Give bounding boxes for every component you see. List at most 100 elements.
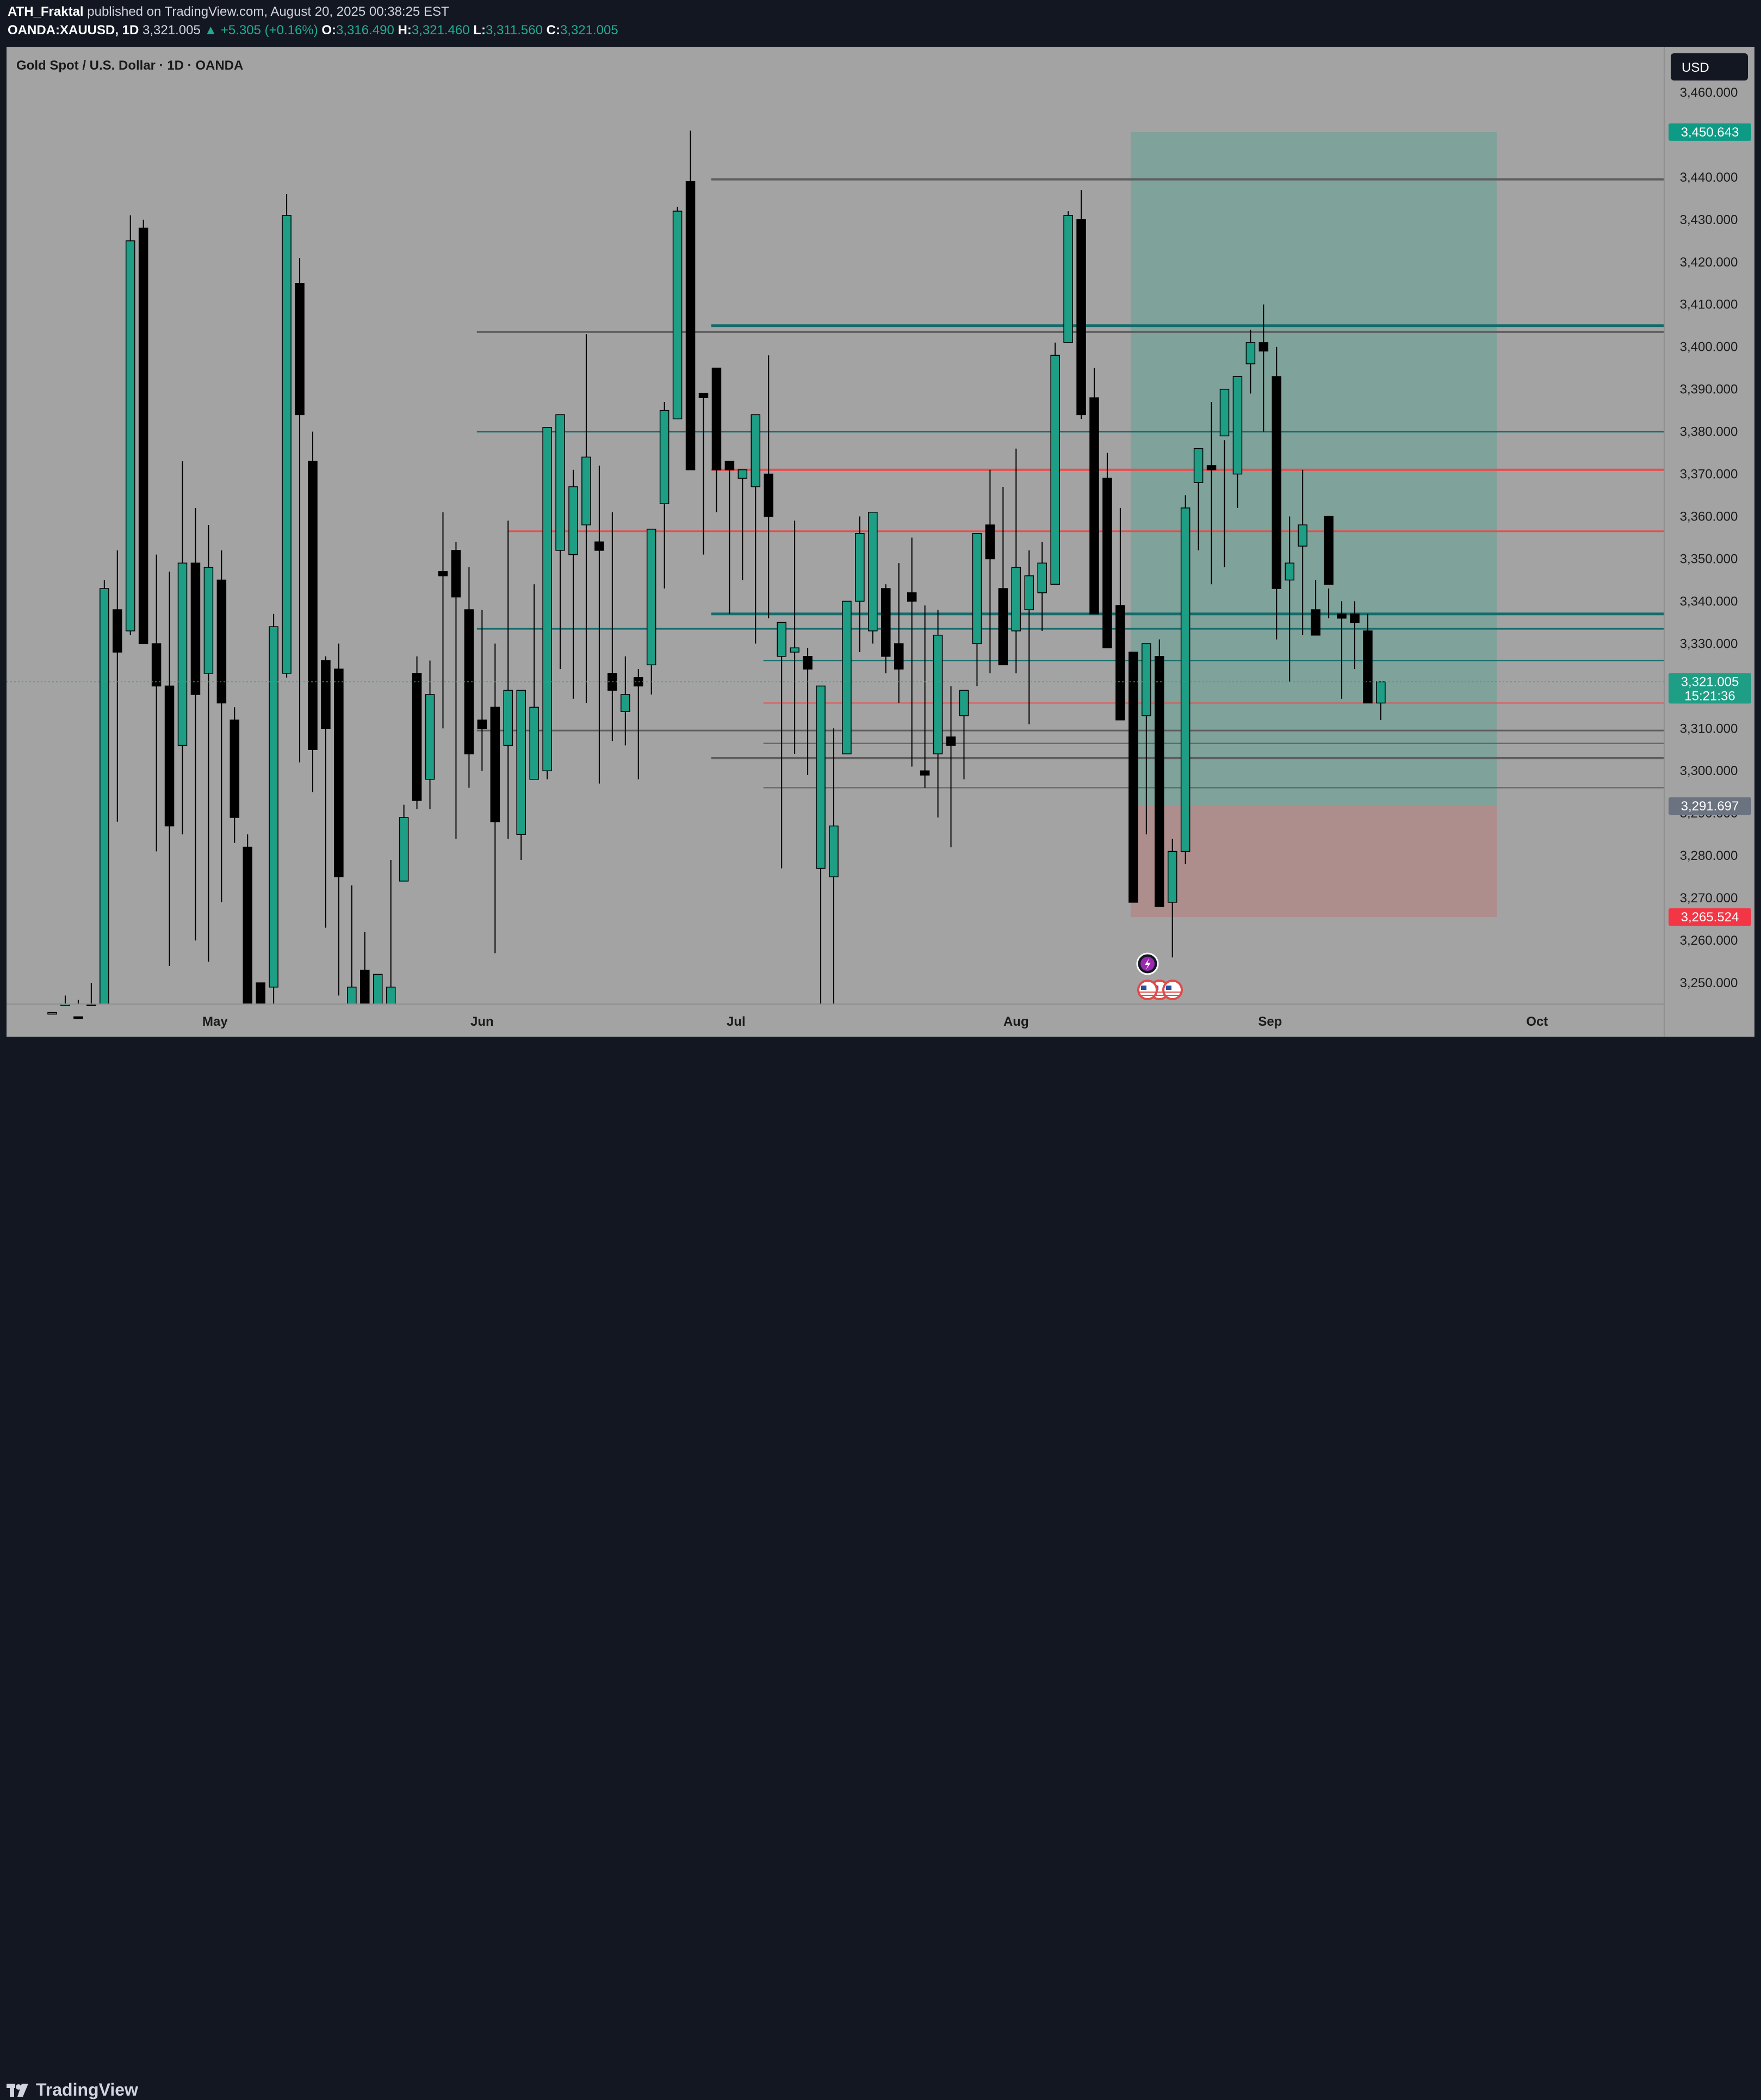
low-label: L: (473, 23, 486, 38)
time-tick-label: Oct (1526, 1014, 1548, 1029)
candle (803, 648, 813, 776)
candle-body (894, 643, 904, 670)
close-label: C: (546, 23, 560, 38)
candle (1050, 342, 1060, 585)
candle (1298, 469, 1307, 635)
candle (334, 643, 344, 996)
candle (790, 521, 799, 754)
candle-body (1011, 567, 1021, 631)
candle-body (256, 982, 265, 1005)
candle-body (1337, 614, 1347, 619)
candle-body (881, 588, 891, 657)
entry-label-bg (1669, 797, 1751, 815)
candle-body (151, 643, 162, 687)
publish-info: ATH_Fraktal published on TradingView.com… (8, 4, 449, 20)
candle (1350, 601, 1360, 670)
open-value: 3,316.490 (336, 23, 394, 38)
candle-body (1232, 376, 1243, 475)
candle-body (1206, 465, 1217, 470)
candle (256, 982, 265, 1005)
candle (920, 605, 930, 788)
time-tick-label: Sep (1258, 1014, 1282, 1029)
lightning-icon[interactable] (1136, 952, 1159, 975)
candle (685, 131, 696, 470)
time-tick-label: May (202, 1014, 228, 1029)
last-price: 3,321.005 (142, 23, 201, 38)
candle-body (516, 690, 526, 835)
low-value: 3,311.560 (485, 23, 543, 38)
candle-body (334, 668, 344, 877)
last-label-value: 3,321.005 (1681, 674, 1739, 689)
candle-body (1115, 605, 1125, 721)
candle-body (1272, 376, 1282, 589)
price-chart[interactable]: 3,250.000 3,260.000 3,270.000 3,280.000 3,29… (7, 47, 1754, 1037)
candle-body (203, 567, 214, 674)
candle-body (1024, 575, 1034, 610)
candle (503, 521, 513, 839)
candle (1024, 550, 1034, 724)
candle (1232, 376, 1243, 508)
stop-zone (1131, 806, 1497, 918)
candle-body (803, 656, 813, 670)
time-axis[interactable]: May Jun Jul Aug Sep Oct (202, 1014, 1548, 1029)
candle-body (477, 719, 487, 729)
candle-body (1102, 478, 1112, 648)
candles (47, 131, 1386, 1019)
event-markers[interactable] (1136, 952, 1183, 1000)
candle (490, 643, 500, 953)
candle (855, 516, 865, 652)
candle-body (933, 635, 943, 754)
candle (243, 834, 252, 1005)
candle-body (1219, 388, 1230, 437)
price-tick-label: 3,380.000 (1680, 425, 1738, 439)
candle (269, 614, 278, 1004)
candle (711, 367, 722, 512)
candle-body (829, 825, 839, 877)
candle (946, 686, 956, 847)
currency-button[interactable]: USD (1671, 53, 1748, 80)
candle (164, 571, 175, 966)
candle-body (698, 393, 709, 398)
entry-label-value: 3,291.697 (1681, 799, 1739, 814)
candle (894, 563, 904, 703)
candle-body (1180, 507, 1190, 852)
high-value: 3,321.460 (411, 23, 470, 38)
candle-body (1245, 342, 1256, 364)
candle (868, 511, 878, 644)
candle-body (399, 817, 409, 882)
candle (1272, 346, 1282, 640)
candle-body (555, 414, 565, 551)
candle (1311, 580, 1320, 636)
candle-body (1311, 609, 1320, 636)
candle-body (1037, 562, 1047, 593)
candle (516, 690, 526, 860)
candle (477, 610, 487, 771)
us-flag-icon[interactable] (1137, 980, 1158, 1000)
candle (1363, 614, 1373, 704)
tradingview-brand: TradingView (36, 2080, 138, 2099)
candle (1076, 190, 1086, 419)
candle-body (1376, 681, 1386, 704)
candle-body (685, 181, 696, 470)
candle-body (1193, 448, 1204, 483)
us-flag-icon[interactable] (1162, 980, 1183, 1000)
candle-body (959, 690, 969, 716)
tradingview-logo[interactable]: TradingView (7, 2080, 138, 2100)
candle (295, 257, 305, 763)
time-tick-label: Aug (1003, 1014, 1029, 1029)
price-tick-label: 3,440.000 (1680, 170, 1738, 185)
price-tick-label: 3,370.000 (1680, 467, 1738, 482)
author-name[interactable]: ATH_Fraktal (8, 4, 84, 19)
candle (282, 194, 292, 678)
candle (1285, 516, 1294, 682)
candle (1245, 330, 1256, 394)
candle (1063, 211, 1073, 343)
candle (737, 469, 748, 580)
bar-countdown: 15:21:36 (1684, 689, 1735, 703)
candle (555, 414, 565, 670)
candle (1155, 639, 1164, 907)
chart-title: Gold Spot / U.S. Dollar · 1D · OANDA (16, 58, 243, 73)
candle (451, 542, 461, 839)
candle (1180, 495, 1190, 864)
